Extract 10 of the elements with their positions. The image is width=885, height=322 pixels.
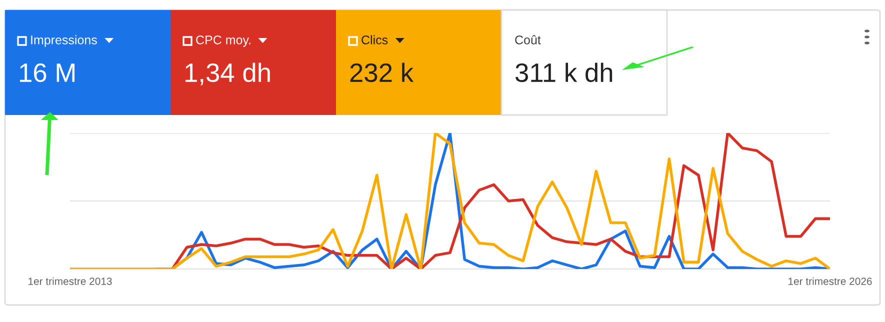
x-tick-label: 1er trimestre 2013 (28, 277, 112, 285)
text: Coût (515, 35, 541, 44)
x-tick-label: 1er trimestre 2026 (788, 277, 872, 285)
legend-label: Impressions (31, 35, 97, 47)
text: 16 M (20, 63, 74, 82)
text: 311 k dh (516, 62, 612, 82)
text: 232 k (350, 62, 414, 82)
text: 1,34 dh (186, 62, 270, 86)
legend-label: Clics (362, 35, 388, 44)
legend-label: CPC moy. (196, 36, 250, 47)
